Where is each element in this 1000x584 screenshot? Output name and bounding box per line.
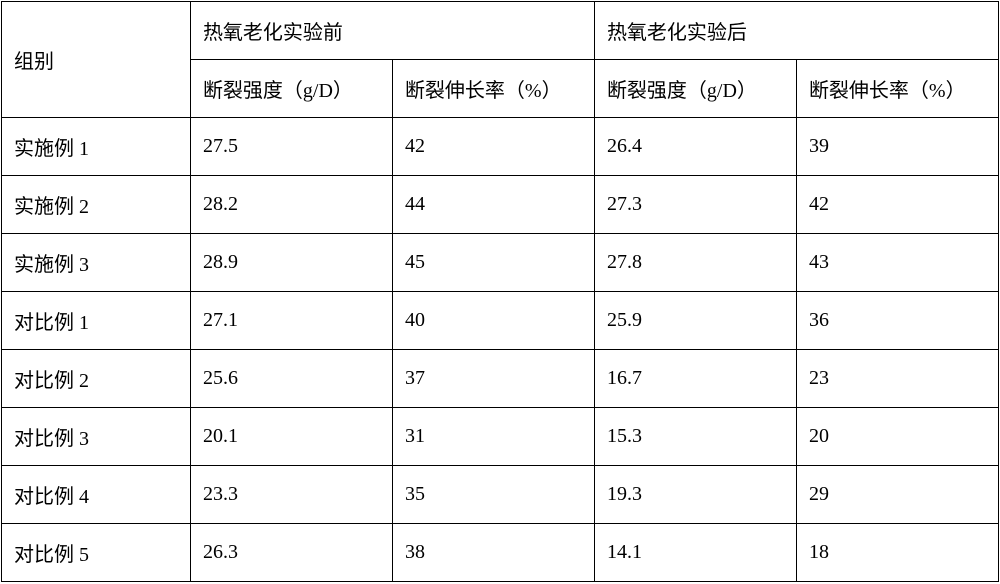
cell-after-elongation: 36 — [796, 292, 998, 350]
cell-before-elongation: 45 — [392, 234, 594, 292]
cell-after-elongation: 23 — [796, 350, 998, 408]
cell-after-strength: 26.4 — [594, 118, 796, 176]
cell-before-strength: 28.2 — [190, 176, 392, 234]
cell-before-strength: 25.6 — [190, 350, 392, 408]
table-row: 对比例 2 25.6 37 16.7 23 — [2, 350, 999, 408]
cell-group: 对比例 2 — [2, 350, 191, 408]
table-body: 组别 热氧老化实验前 热氧老化实验后 断裂强度（g/D） 断裂伸长率（%） 断裂… — [2, 2, 999, 582]
cell-group: 对比例 1 — [2, 292, 191, 350]
cell-after-strength: 15.3 — [594, 408, 796, 466]
cell-before-elongation: 31 — [392, 408, 594, 466]
cell-before-strength: 20.1 — [190, 408, 392, 466]
cell-before-elongation: 44 — [392, 176, 594, 234]
table-row: 实施例 1 27.5 42 26.4 39 — [2, 118, 999, 176]
cell-before-elongation: 37 — [392, 350, 594, 408]
cell-after-strength: 25.9 — [594, 292, 796, 350]
table-row: 对比例 5 26.3 38 14.1 18 — [2, 524, 999, 582]
cell-after-elongation: 18 — [796, 524, 998, 582]
table-row: 实施例 3 28.9 45 27.8 43 — [2, 234, 999, 292]
cell-before-strength: 27.1 — [190, 292, 392, 350]
cell-after-elongation: 20 — [796, 408, 998, 466]
cell-group: 对比例 5 — [2, 524, 191, 582]
table-row: 对比例 1 27.1 40 25.9 36 — [2, 292, 999, 350]
cell-group: 实施例 1 — [2, 118, 191, 176]
cell-group: 实施例 2 — [2, 176, 191, 234]
cell-before-elongation: 42 — [392, 118, 594, 176]
header-after-elongation: 断裂伸长率（%） — [796, 60, 998, 118]
cell-after-elongation: 39 — [796, 118, 998, 176]
header-group: 组别 — [2, 2, 191, 118]
cell-before-strength: 27.5 — [190, 118, 392, 176]
header-before: 热氧老化实验前 — [190, 2, 594, 60]
header-after-strength: 断裂强度（g/D） — [594, 60, 796, 118]
cell-before-elongation: 40 — [392, 292, 594, 350]
cell-after-strength: 27.8 — [594, 234, 796, 292]
cell-group: 对比例 4 — [2, 466, 191, 524]
cell-group: 对比例 3 — [2, 408, 191, 466]
header-before-strength: 断裂强度（g/D） — [190, 60, 392, 118]
cell-after-strength: 19.3 — [594, 466, 796, 524]
cell-before-elongation: 35 — [392, 466, 594, 524]
table-row: 对比例 3 20.1 31 15.3 20 — [2, 408, 999, 466]
cell-after-strength: 14.1 — [594, 524, 796, 582]
cell-after-strength: 16.7 — [594, 350, 796, 408]
cell-before-strength: 23.3 — [190, 466, 392, 524]
table-header-row-1: 组别 热氧老化实验前 热氧老化实验后 — [2, 2, 999, 60]
cell-after-strength: 27.3 — [594, 176, 796, 234]
cell-before-elongation: 38 — [392, 524, 594, 582]
cell-after-elongation: 43 — [796, 234, 998, 292]
table-row: 实施例 2 28.2 44 27.3 42 — [2, 176, 999, 234]
cell-after-elongation: 42 — [796, 176, 998, 234]
cell-group: 实施例 3 — [2, 234, 191, 292]
cell-before-strength: 26.3 — [190, 524, 392, 582]
header-before-elongation: 断裂伸长率（%） — [392, 60, 594, 118]
header-after: 热氧老化实验后 — [594, 2, 998, 60]
cell-before-strength: 28.9 — [190, 234, 392, 292]
table-row: 对比例 4 23.3 35 19.3 29 — [2, 466, 999, 524]
cell-after-elongation: 29 — [796, 466, 998, 524]
aging-experiment-table: 组别 热氧老化实验前 热氧老化实验后 断裂强度（g/D） 断裂伸长率（%） 断裂… — [1, 1, 999, 582]
